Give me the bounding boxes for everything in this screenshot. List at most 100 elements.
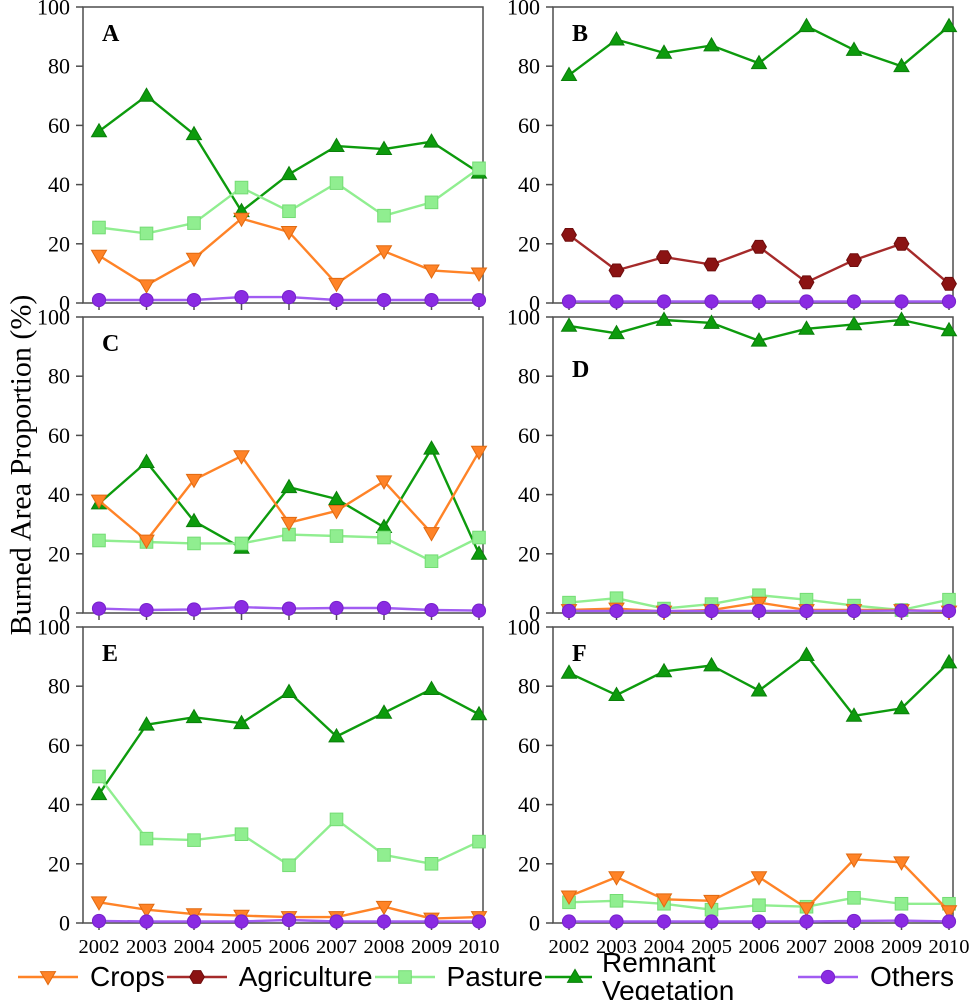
x-tick-label: 2006 bbox=[269, 936, 310, 958]
x-tick-label: 2004 bbox=[174, 936, 215, 958]
x-axis-ticks: 2002 2003 2004 2005 2006 2007 2008 2009 2010 bbox=[79, 923, 500, 958]
legend-marker-agriculture-icon bbox=[166, 970, 227, 984]
series-markers-remnant bbox=[560, 646, 958, 722]
x-tick-label: 2007 bbox=[316, 936, 357, 958]
y-tick-label: 0 bbox=[529, 291, 540, 316]
panel-letter-f: F bbox=[572, 641, 587, 667]
legend-item-crops: Crops bbox=[16, 963, 165, 991]
y-tick-label: 40 bbox=[518, 482, 540, 507]
plot-frame bbox=[82, 6, 484, 304]
y-tick-label: 60 bbox=[48, 423, 70, 448]
series-line-remnant bbox=[98, 94, 480, 213]
y-tick-label: 20 bbox=[518, 541, 540, 566]
x-tick-label: 2005 bbox=[221, 936, 262, 958]
plot-frame bbox=[552, 316, 954, 614]
y-tick-label: 60 bbox=[518, 113, 540, 138]
plot-frame bbox=[552, 6, 954, 304]
y-tick-label: 80 bbox=[518, 674, 540, 699]
legend-item-pasture: Pasture bbox=[373, 961, 544, 992]
x-tick-label: 2009 bbox=[411, 936, 452, 958]
y-tick-label: 100 bbox=[507, 0, 540, 20]
panel-letter-d: D bbox=[572, 357, 589, 383]
legend-item-remnant: Remnant Vegetation bbox=[543, 949, 796, 1000]
series-markers-pasture bbox=[562, 891, 956, 917]
x-axis-ticks: 2002 2003 2004 2005 2006 2007 2008 2009 2010 bbox=[549, 923, 970, 958]
legend-label-pasture: Pasture bbox=[446, 961, 544, 992]
panel-letter-c: C bbox=[102, 331, 119, 357]
plot-frame bbox=[82, 626, 484, 924]
y-tick-label: 40 bbox=[518, 792, 540, 817]
y-tick-label: 20 bbox=[518, 231, 540, 256]
y-tick-label: 100 bbox=[37, 305, 70, 330]
series-line-pasture bbox=[98, 775, 480, 867]
y-tick-label: 0 bbox=[59, 601, 70, 626]
y-tick-label: 80 bbox=[48, 54, 70, 79]
series-line-remnant bbox=[98, 688, 480, 795]
series-markers-others bbox=[91, 599, 487, 618]
y-axis-ticks: 0 20 40 60 80 100 bbox=[507, 305, 553, 626]
legend-marker-crops-icon bbox=[18, 971, 78, 986]
y-tick-label: 20 bbox=[48, 851, 70, 876]
y-tick-label: 40 bbox=[48, 172, 70, 197]
y-tick-label: 0 bbox=[529, 601, 540, 626]
series-markers-pasture bbox=[92, 527, 486, 568]
panel-a-chart: 0 20 40 60 80 100 A bbox=[37, 0, 488, 316]
series-markers-agriculture bbox=[561, 228, 957, 291]
y-tick-label: 100 bbox=[37, 615, 70, 640]
series-markers-others bbox=[91, 912, 487, 929]
panel-c-chart: 0 20 40 60 80 100 C bbox=[37, 305, 488, 626]
legend-label-agriculture: Agriculture bbox=[238, 961, 373, 992]
legend: Crops Agriculture Pasture Remnant Vegetatio… bbox=[0, 949, 970, 1000]
y-tick-label: 100 bbox=[507, 615, 540, 640]
x-tick-label: 2009 bbox=[881, 936, 922, 958]
y-tick-label: 20 bbox=[518, 851, 540, 876]
x-tick-label: 2010 bbox=[459, 936, 500, 958]
y-tick-label: 80 bbox=[48, 364, 70, 389]
panel-e-chart: 0 20 40 60 80 100 2002 2003 2004 2005 2006 2007 2008… bbox=[37, 615, 500, 959]
y-tick-label: 80 bbox=[48, 674, 70, 699]
series-markers-crops bbox=[90, 212, 488, 294]
y-axis-ticks: 0 20 40 60 80 100 bbox=[507, 0, 553, 316]
x-tick-label: 2003 bbox=[126, 936, 167, 958]
series-markers-remnant bbox=[560, 311, 958, 347]
panel-letter-e: E bbox=[102, 641, 118, 667]
panel-f-chart: 0 20 40 60 80 100 2002 2003 2004 2005 2006 2007 2008… bbox=[507, 615, 970, 959]
series-markers-pasture bbox=[92, 161, 486, 241]
series-markers-crops bbox=[560, 853, 958, 920]
y-tick-label: 20 bbox=[48, 541, 70, 566]
y-tick-label: 40 bbox=[48, 482, 70, 507]
panel-letter-a: A bbox=[102, 21, 120, 47]
legend-marker-remnant-icon bbox=[545, 968, 592, 983]
legend-marker-pasture-icon bbox=[374, 970, 435, 984]
series-markers-pasture bbox=[92, 769, 486, 873]
legend-label-crops: Crops bbox=[90, 961, 165, 992]
panel-d-chart: 0 20 40 60 80 100 D bbox=[507, 305, 958, 626]
y-axis-ticks: 0 20 40 60 80 100 bbox=[37, 305, 83, 626]
legend-label-others: Others bbox=[869, 961, 954, 992]
y-tick-label: 80 bbox=[518, 364, 540, 389]
x-tick-label: 2008 bbox=[364, 936, 405, 958]
series-markers-others bbox=[561, 294, 957, 309]
legend-item-agriculture: Agriculture bbox=[165, 963, 373, 991]
x-tick-label: 2002 bbox=[549, 936, 590, 958]
x-tick-label: 2007 bbox=[786, 936, 827, 958]
y-tick-label: 40 bbox=[48, 792, 70, 817]
x-tick-label: 2003 bbox=[596, 936, 637, 958]
legend-marker-others-icon bbox=[797, 969, 858, 985]
x-tick-label: 2004 bbox=[644, 936, 685, 958]
panel-b-chart: 0 20 40 60 80 100 B bbox=[507, 0, 958, 316]
y-tick-label: 40 bbox=[518, 172, 540, 197]
y-tick-label: 60 bbox=[518, 733, 540, 758]
legend-item-others: Others bbox=[796, 963, 954, 991]
plot-frame bbox=[82, 316, 484, 614]
y-tick-label: 0 bbox=[59, 291, 70, 316]
series-markers-others bbox=[561, 913, 957, 929]
y-axis-ticks: 0 20 40 60 80 100 bbox=[507, 615, 553, 936]
series-markers-remnant bbox=[560, 17, 958, 81]
y-axis-ticks: 0 20 40 60 80 100 bbox=[37, 0, 83, 316]
x-tick-label: 2010 bbox=[929, 936, 970, 958]
y-tick-label: 0 bbox=[59, 911, 70, 936]
y-tick-label: 100 bbox=[507, 305, 540, 330]
series-markers-others bbox=[91, 289, 487, 308]
